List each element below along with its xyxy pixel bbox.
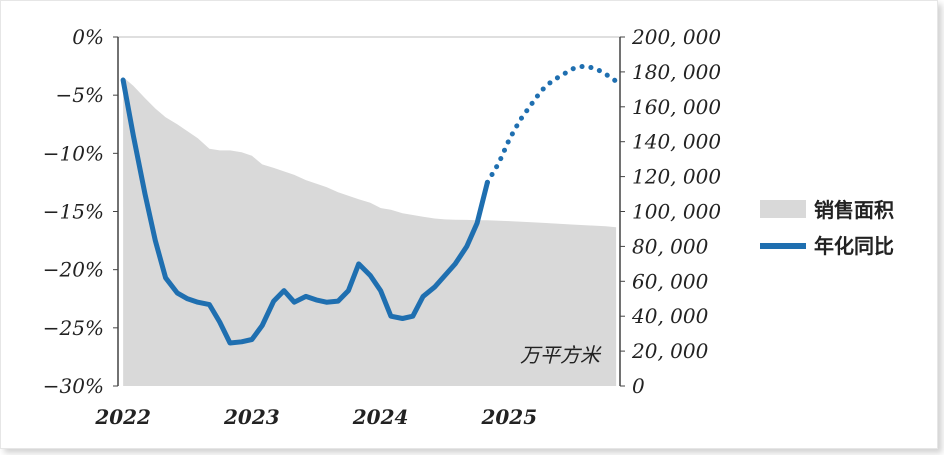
line-series-yoy-forecast	[484, 63, 619, 185]
legend-label-line: 年化同比	[814, 234, 894, 258]
right-tick-label: 100, 000	[632, 200, 721, 224]
right-tick-label: 180, 000	[632, 60, 721, 84]
left-tick-label: −30%	[43, 374, 104, 398]
right-tick-label: 120, 000	[632, 165, 721, 189]
x-tick-label: 2023	[223, 405, 280, 429]
right-tick-label: 160, 000	[632, 95, 721, 119]
left-axis: 0% −5% −10% −15% −20% −25% −30%	[43, 25, 118, 398]
left-tick-label: 0%	[72, 25, 104, 49]
right-tick-label: 140, 000	[632, 130, 721, 154]
legend: 销售面积 年化同比	[760, 198, 894, 258]
right-axis: 0 20, 000 40, 000 60, 000 80, 000 100, 000 120…	[620, 25, 721, 398]
left-tick-label: −20%	[43, 258, 104, 282]
right-tick-label: 40, 000	[631, 304, 709, 328]
legend-swatch-area	[760, 200, 806, 218]
right-tick-label: 80, 000	[632, 234, 709, 258]
plot-area	[117, 36, 621, 386]
unit-label: 万平方米	[520, 343, 602, 367]
right-tick-label: 200, 000	[631, 25, 721, 49]
right-tick-label: 60, 000	[632, 269, 709, 293]
left-tick-label: −10%	[43, 141, 104, 165]
left-tick-label: −25%	[43, 316, 104, 340]
right-tick-label: 20, 000	[631, 339, 709, 363]
area-series-sales	[123, 77, 617, 386]
line-series-yoy	[120, 77, 490, 346]
x-tick-label: 2025	[480, 405, 537, 429]
x-axis: 2022 2023 2024 2025	[94, 405, 537, 429]
left-tick-label: −15%	[43, 200, 104, 224]
right-tick-label: 0	[632, 374, 645, 398]
x-tick-label: 2024	[352, 405, 409, 429]
left-tick-label: −5%	[56, 83, 105, 107]
x-tick-label: 2022	[94, 405, 151, 429]
legend-label-area: 销售面积	[814, 198, 894, 222]
